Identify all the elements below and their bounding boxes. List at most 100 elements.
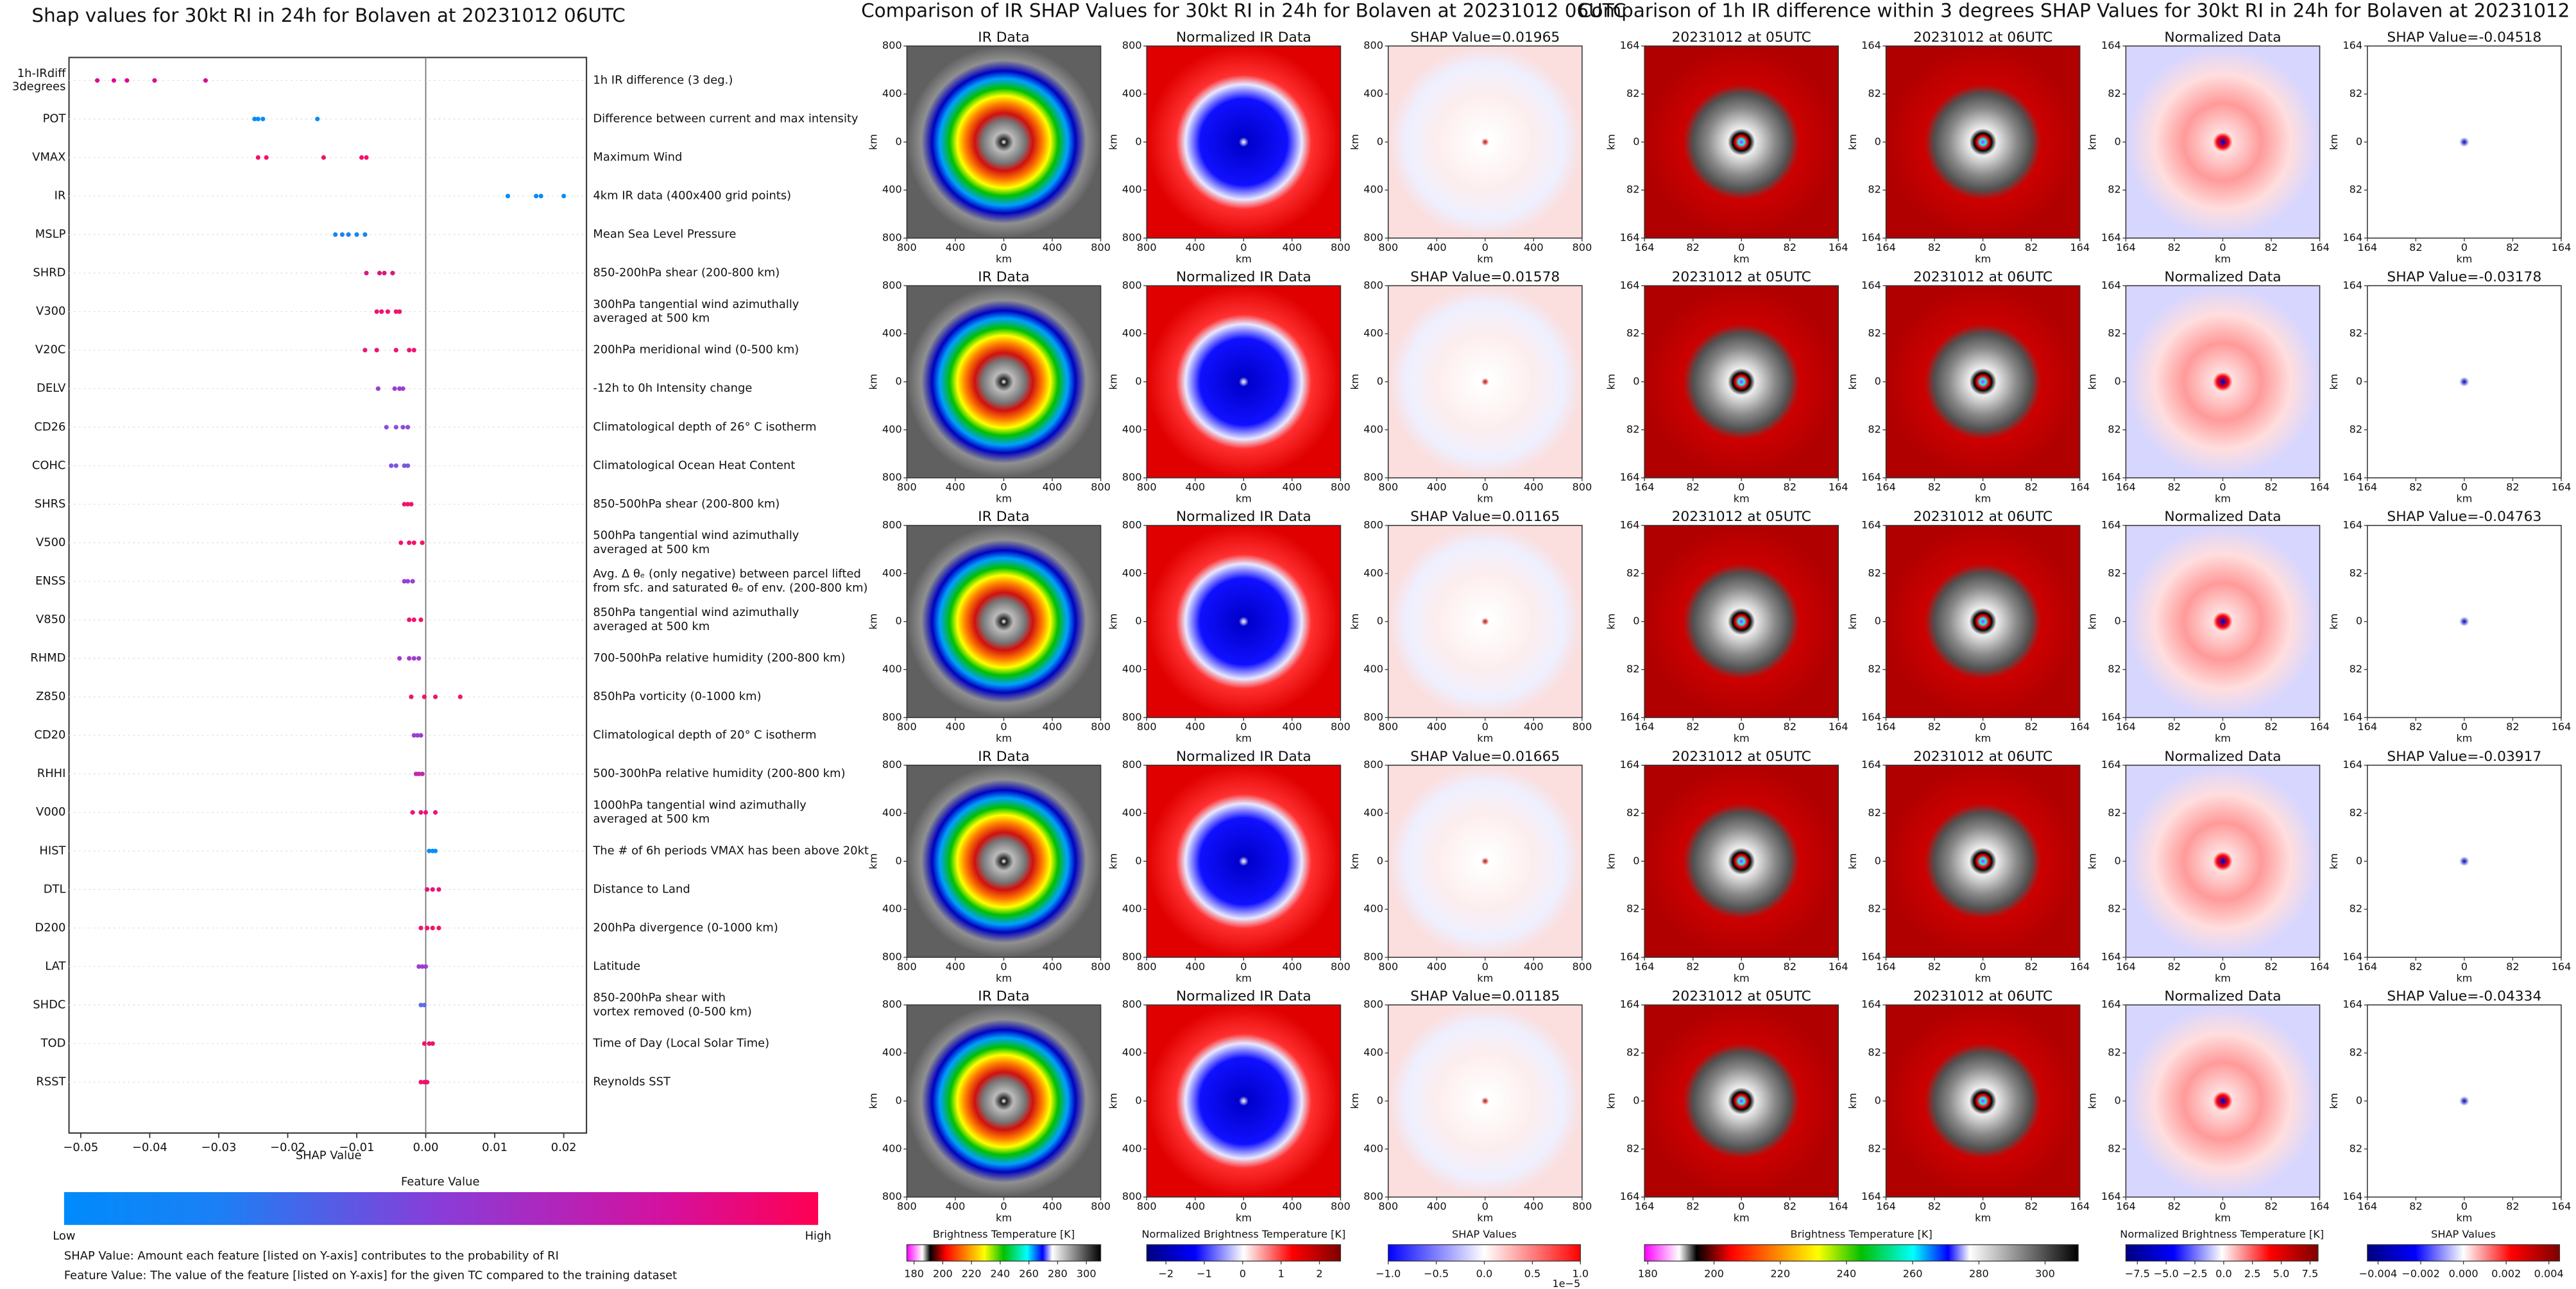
shap-point bbox=[390, 271, 395, 276]
y-tick-label: 0 bbox=[2356, 135, 2362, 148]
shap-point bbox=[410, 810, 415, 815]
shap-point bbox=[430, 925, 435, 930]
colorbar-tick-label: −1.0 bbox=[1376, 1267, 1401, 1279]
shap-point bbox=[374, 309, 379, 314]
x-tick-label: 82 bbox=[2506, 721, 2520, 733]
y-tick-label: 0 bbox=[2114, 855, 2120, 867]
y-axis-label: km bbox=[2086, 613, 2099, 629]
y-tick-label: 164 bbox=[2101, 951, 2121, 963]
colorbar-tick-label: 240 bbox=[1837, 1267, 1857, 1279]
shap-point bbox=[416, 964, 422, 969]
y-tick-label: 0 bbox=[1633, 855, 1639, 867]
panel-title: 20231012 at 05UTC bbox=[1672, 269, 1811, 286]
y-tick-label: 164 bbox=[2342, 998, 2362, 1011]
y-tick-label: 800 bbox=[1363, 518, 1383, 531]
y-tick-label: 0 bbox=[2114, 375, 2120, 388]
panel-title: 20231012 at 06UTC bbox=[1913, 988, 2052, 1004]
panel-image bbox=[1146, 285, 1342, 479]
x-tick-label: 800 bbox=[1572, 481, 1592, 493]
y-axis-label: km bbox=[1847, 853, 1859, 869]
x-axis-label: km bbox=[1236, 493, 1252, 505]
x-tick-label: −0.05 bbox=[63, 1141, 98, 1154]
x-tick-label: 82 bbox=[2265, 481, 2278, 493]
shap-point bbox=[363, 348, 368, 353]
y-tick-label: 400 bbox=[882, 1046, 902, 1059]
x-axis-label: km bbox=[1975, 253, 1991, 265]
x-tick-label: 0 bbox=[1738, 1200, 1744, 1213]
feature-name: COHC bbox=[32, 459, 66, 472]
x-tick-label: 82 bbox=[1928, 960, 1941, 973]
x-tick-label: 82 bbox=[1686, 241, 1700, 253]
panel-image bbox=[2367, 45, 2562, 239]
shap-point bbox=[416, 771, 422, 776]
panel-image bbox=[1885, 1004, 2081, 1198]
feature-description: averaged at 500 km bbox=[593, 812, 710, 826]
x-axis-label: SHAP Value bbox=[296, 1149, 362, 1163]
panel-image bbox=[1146, 1004, 1342, 1198]
x-tick-label: 400 bbox=[1524, 960, 1544, 973]
shap-point bbox=[393, 348, 398, 353]
shap-point bbox=[364, 155, 369, 160]
x-tick-label: 800 bbox=[897, 1200, 917, 1213]
shap-point bbox=[321, 155, 326, 160]
panel-image bbox=[2125, 285, 2321, 479]
y-tick-label: 400 bbox=[882, 903, 902, 915]
y-tick-label: 800 bbox=[1122, 518, 1142, 531]
x-tick-label: 400 bbox=[946, 1200, 966, 1213]
y-tick-label: 0 bbox=[1135, 135, 1141, 148]
x-tick-label: 0 bbox=[1980, 1200, 1986, 1213]
x-tick-label: 164 bbox=[2310, 241, 2330, 253]
x-tick-label: 0.02 bbox=[551, 1141, 577, 1154]
feature-description: 300hPa tangential wind azimuthally bbox=[593, 298, 799, 311]
panel-title: 20231012 at 05UTC bbox=[1672, 749, 1811, 765]
y-tick-label: 82 bbox=[2108, 423, 2121, 435]
x-tick-label: 164 bbox=[2116, 960, 2136, 973]
y-tick-label: 0 bbox=[1377, 615, 1383, 627]
y-tick-label: 800 bbox=[882, 39, 902, 51]
y-tick-label: 82 bbox=[2108, 903, 2121, 915]
y-tick-label: 82 bbox=[2350, 184, 2363, 196]
shap-point bbox=[407, 540, 412, 545]
panel-title: 20231012 at 05UTC bbox=[1672, 30, 1811, 46]
x-tick-label: 164 bbox=[1829, 481, 1848, 493]
shap-point bbox=[423, 810, 429, 815]
colorbar-tick-label: −0.5 bbox=[1424, 1267, 1449, 1279]
y-tick-label: 800 bbox=[882, 279, 902, 291]
panel-title: Normalized IR Data bbox=[1176, 30, 1311, 46]
x-tick-label: 400 bbox=[1524, 721, 1544, 733]
x-tick-label: 82 bbox=[1686, 481, 1700, 493]
y-tick-label: 82 bbox=[1626, 327, 1640, 339]
feature-description: Avg. Δ θₑ (only negative) between parcel… bbox=[593, 567, 861, 581]
y-axis-label: km bbox=[1605, 853, 1617, 869]
x-tick-label: 400 bbox=[1283, 960, 1302, 973]
x-tick-label: 82 bbox=[2409, 1200, 2423, 1213]
panel-title: Normalized Data bbox=[2164, 269, 2281, 286]
y-tick-label: 82 bbox=[1868, 1046, 1881, 1059]
x-tick-label: 800 bbox=[897, 241, 917, 253]
colorbar-tick-label: 0.0 bbox=[2215, 1267, 2232, 1279]
shap-point bbox=[411, 540, 416, 545]
x-tick-label: 800 bbox=[1331, 1200, 1351, 1213]
shap-point bbox=[418, 1002, 423, 1008]
panel-title: Normalized IR Data bbox=[1176, 749, 1311, 765]
y-tick-label: 164 bbox=[1861, 518, 1881, 531]
feature-name: HIST bbox=[39, 844, 65, 857]
y-axis-label: km bbox=[1107, 134, 1120, 150]
x-tick-label: 0 bbox=[1482, 241, 1488, 253]
x-tick-label: 164 bbox=[1876, 481, 1896, 493]
y-axis-label: km bbox=[1349, 134, 1361, 150]
x-tick-label: 400 bbox=[1427, 721, 1447, 733]
shap-point bbox=[418, 925, 423, 930]
